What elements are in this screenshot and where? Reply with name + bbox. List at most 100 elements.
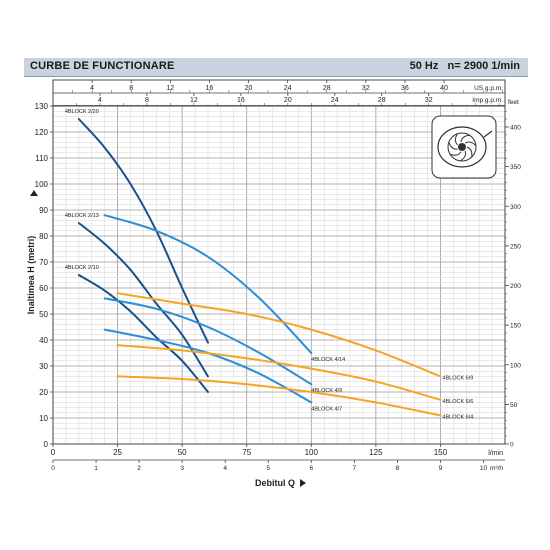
y-tick-label: 100 bbox=[35, 180, 49, 189]
usgpm-tick-label: 40 bbox=[440, 85, 448, 92]
chart-specs: 50 Hz n= 2900 1/min bbox=[410, 60, 520, 72]
impeller-blade bbox=[459, 150, 467, 162]
m3h-tick-label: 8 bbox=[396, 465, 400, 472]
feet-tick-label: 300 bbox=[510, 204, 521, 211]
feet-tick-label: 350 bbox=[510, 164, 521, 171]
y-tick-label: 60 bbox=[39, 284, 48, 293]
feet-tick-label: 400 bbox=[510, 125, 521, 132]
y-tick-label: 0 bbox=[44, 440, 49, 449]
feet-tick-label: 0 bbox=[510, 442, 514, 449]
y-tick-label: 20 bbox=[39, 388, 48, 397]
x-tick-label: 125 bbox=[369, 448, 383, 457]
usgpm-tick-label: 12 bbox=[166, 85, 174, 92]
impgpm-tick-label: 8 bbox=[145, 97, 149, 104]
m3h-tick-label: 5 bbox=[266, 465, 270, 472]
m3h-tick-label: 1 bbox=[94, 465, 98, 472]
x-axis-title: Debitul Q bbox=[255, 478, 295, 488]
feet-tick-label: 250 bbox=[510, 243, 521, 250]
impgpm-tick-label: 16 bbox=[237, 97, 245, 104]
x-tick-label: 50 bbox=[178, 448, 187, 457]
m3h-unit-label: m³/h bbox=[490, 465, 503, 472]
usgpm-tick-label: 20 bbox=[245, 85, 253, 92]
m3h-tick-label: 10 bbox=[480, 465, 488, 472]
y-tick-label: 90 bbox=[39, 206, 48, 215]
speed-label: n= 2900 1/min bbox=[447, 60, 520, 72]
x-unit-label: l/min bbox=[488, 450, 503, 457]
impgpm-tick-label: 32 bbox=[425, 97, 433, 104]
axes: 0102030405060708090100110120130050100150… bbox=[26, 99, 521, 488]
m3h-tick-label: 0 bbox=[51, 465, 55, 472]
series-label: 4BLOCK 6/6 bbox=[442, 399, 473, 405]
y-tick-label: 110 bbox=[35, 154, 48, 163]
series-line bbox=[77, 222, 209, 378]
chart-title: CURBE DE FUNCTIONARE bbox=[30, 60, 175, 72]
impeller-blade bbox=[464, 141, 477, 146]
impeller-hub bbox=[458, 143, 466, 151]
y-axis-title: Inaltimea H (metri) bbox=[26, 236, 36, 315]
m3h-tick-label: 3 bbox=[180, 465, 184, 472]
impeller-blade bbox=[454, 133, 458, 146]
feet-tick-label: 150 bbox=[510, 323, 521, 330]
y-tick-label: 40 bbox=[39, 336, 48, 345]
m3h-tick-label: 9 bbox=[439, 465, 443, 472]
usgpm-tick-label: 32 bbox=[362, 85, 370, 92]
series-line bbox=[116, 375, 442, 417]
grid bbox=[52, 105, 506, 445]
impgpm-tick-label: 24 bbox=[331, 97, 339, 104]
m3h-tick-label: 6 bbox=[309, 465, 313, 472]
series-line bbox=[103, 214, 313, 354]
y-tick-label: 80 bbox=[39, 232, 48, 241]
impgpm-tick-label: 20 bbox=[284, 97, 292, 104]
usgpm-tick-label: 4 bbox=[90, 85, 94, 92]
impgpm-unit-label: Imp g.p.m. bbox=[472, 97, 503, 104]
usgpm-tick-label: 36 bbox=[401, 85, 409, 92]
series-label: 4BLOCK 6/4 bbox=[442, 414, 473, 420]
impeller-blade bbox=[448, 142, 458, 150]
feet-tick-label: 50 bbox=[510, 402, 518, 409]
m3h-tick-label: 2 bbox=[137, 465, 141, 472]
m3h-tick-label: 4 bbox=[223, 465, 227, 472]
impgpm-tick-label: 28 bbox=[378, 97, 386, 104]
feet-tick-label: 100 bbox=[510, 362, 521, 369]
usgpm-unit-label: US g.p.m. bbox=[474, 85, 503, 92]
top-axes: 4 8 12 16 20 24 28 32 36 40 US g.p.m.4 8 12 16 20 24 28 3… bbox=[52, 80, 505, 106]
series-line bbox=[77, 274, 209, 393]
series-label: 4BLOCK 2/20 bbox=[65, 109, 99, 115]
series-label: 4BLOCK 4/7 bbox=[311, 406, 342, 412]
y-tick-label: 70 bbox=[39, 258, 48, 267]
usgpm-tick-label: 28 bbox=[323, 85, 331, 92]
feet-tick-label: 200 bbox=[510, 283, 521, 290]
series-label: 4BLOCK 4/9 bbox=[311, 388, 342, 394]
impeller-blade bbox=[449, 151, 462, 156]
x-tick-label: 25 bbox=[113, 448, 122, 457]
frequency-label: 50 Hz bbox=[409, 60, 439, 72]
impeller-volute bbox=[437, 126, 487, 168]
m3h-tick-label: 7 bbox=[353, 465, 357, 472]
series-line bbox=[116, 292, 442, 378]
y-axis-arrow bbox=[30, 190, 38, 196]
impgpm-tick-label: 4 bbox=[98, 97, 102, 104]
x-tick-label: 0 bbox=[51, 448, 56, 457]
chart-header: CURBE DE FUNCTIONARE 50 Hz n= 2900 1/min bbox=[24, 58, 528, 77]
y-tick-label: 120 bbox=[35, 128, 49, 137]
x-tick-label: 100 bbox=[305, 448, 319, 457]
y-tick-label: 10 bbox=[39, 414, 48, 423]
series-label: 4BLOCK 6/9 bbox=[442, 375, 473, 381]
y-tick-label: 30 bbox=[39, 362, 48, 371]
series-label: 4BLOCK 4/14 bbox=[311, 357, 345, 363]
series-lines bbox=[77, 118, 442, 417]
usgpm-tick-label: 8 bbox=[129, 85, 133, 92]
usgpm-tick-label: 24 bbox=[284, 85, 292, 92]
x-tick-label: 150 bbox=[434, 448, 448, 457]
series-line bbox=[116, 344, 442, 401]
impeller-ring bbox=[447, 132, 477, 162]
series-line bbox=[77, 118, 209, 344]
impeller-blade bbox=[466, 146, 473, 158]
impgpm-tick-label: 12 bbox=[190, 97, 198, 104]
series-labels: 4BLOCK 2/20 4BLOCK 2/13 4BLOCK 2/10 4BLOCK … bbox=[65, 109, 473, 420]
impeller-blade bbox=[460, 134, 470, 143]
x-tick-label: 75 bbox=[242, 448, 251, 457]
usgpm-tick-label: 16 bbox=[206, 85, 214, 92]
series-label: 4BLOCK 2/13 bbox=[65, 213, 99, 219]
